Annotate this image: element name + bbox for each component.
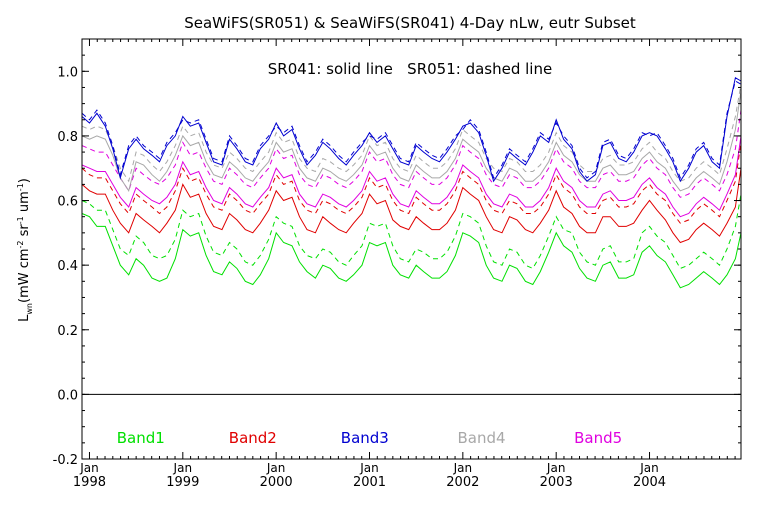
x-tick-month-label: Jan — [639, 461, 659, 475]
chart-title: SeaWiFS(SR051) & SeaWiFS(SR041) 4-Day nL… — [184, 14, 636, 32]
series-line-band2-sr051 — [81, 142, 742, 224]
y-tick-label: 0.0 — [57, 388, 78, 403]
y-label-units-1: (mW cm — [17, 248, 32, 303]
legend-entry-band2: Band2 — [229, 429, 277, 447]
series-line-band5-sr051 — [81, 110, 742, 198]
y-label-units-7: ) — [17, 178, 32, 183]
plot-frame — [81, 38, 742, 460]
series-line-band4 — [81, 90, 742, 193]
y-tick-label: 1.0 — [57, 65, 78, 80]
x-tick-year-label: 2002 — [446, 475, 479, 490]
y-label-sub: wn — [25, 303, 34, 315]
legend-entry-band1: Band1 — [117, 429, 165, 447]
y-label-units-3: sr — [17, 224, 32, 241]
y-label-units-5: um — [17, 191, 32, 216]
x-tick-month-label: Jan — [79, 461, 99, 475]
y-tick-label: 0.4 — [57, 259, 78, 274]
x-tick-year-label: 2004 — [633, 475, 666, 490]
series-line-band3 — [81, 77, 742, 183]
y-label-main: L — [17, 314, 32, 322]
plot-series — [81, 77, 742, 289]
series-line-band2 — [81, 168, 742, 244]
x-tick-month-label: Jan — [359, 461, 379, 475]
y-axis-label: Lwn(mW cm-2 sr-1 um-1) — [16, 178, 34, 322]
x-tick-month-label: Jan — [546, 461, 566, 475]
x-tick-year-label: 2000 — [260, 475, 293, 490]
x-tick-year-label: 2001 — [353, 475, 386, 490]
y-tick-label: -0.2 — [53, 453, 78, 468]
y-label-units-2: -2 — [16, 240, 25, 248]
y-tick-label: 0.8 — [57, 130, 78, 145]
series-line-band1 — [81, 213, 742, 289]
legend: Band1 Band2 Band3 Band4 Band5 — [117, 429, 622, 447]
line-style-annotation: SR041: solid line SR051: dashed line — [268, 60, 552, 78]
series-line-band4-sr051 — [81, 84, 742, 183]
legend-entry-band5: Band5 — [574, 429, 622, 447]
series-line-band3-sr051 — [81, 80, 742, 180]
x-tick-year-label: 1998 — [73, 475, 106, 490]
x-tick-year-label: 1999 — [166, 475, 199, 490]
x-tick-month-label: Jan — [173, 461, 193, 475]
y-tick-label: 0.6 — [57, 195, 78, 210]
legend-entry-band4: Band4 — [457, 429, 505, 447]
y-tick-label: 0.2 — [57, 324, 78, 339]
y-label-units-4: -1 — [16, 216, 25, 224]
series-line-band1-sr051 — [81, 194, 742, 270]
y-label-units-6: -1 — [16, 183, 25, 191]
x-tick-month-label: Jan — [453, 461, 473, 475]
x-tick-year-label: 2003 — [540, 475, 573, 490]
x-tick-month-label: Jan — [266, 461, 286, 475]
axes: -0.20.00.20.40.60.81.0Jan1998Jan1999Jan2… — [53, 38, 742, 490]
series-line-band5 — [81, 135, 742, 218]
legend-entry-band3: Band3 — [341, 429, 389, 447]
